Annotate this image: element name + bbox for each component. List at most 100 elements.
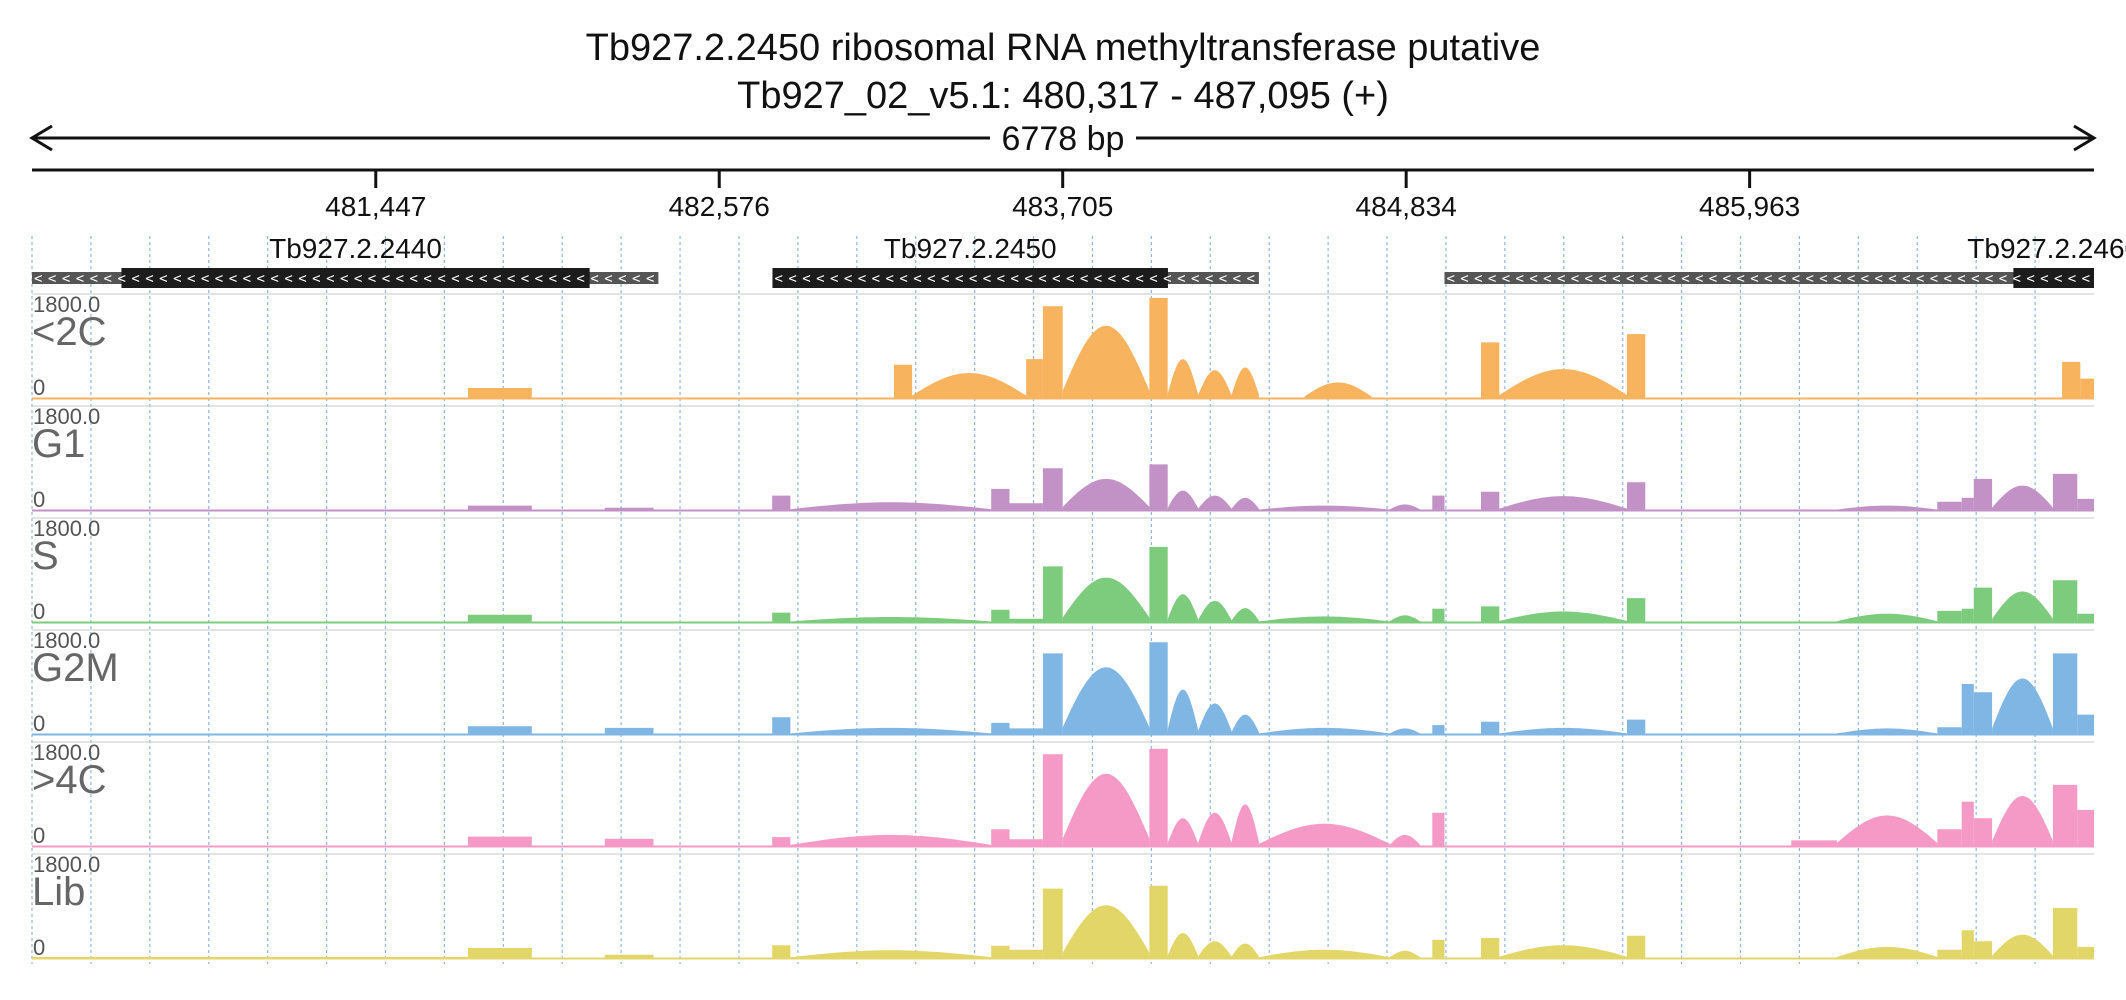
coverage-segment xyxy=(467,614,532,622)
coverage-segment xyxy=(467,948,532,958)
coverage-segment xyxy=(1432,939,1445,958)
coverage-segment xyxy=(2077,498,2094,510)
coverage-segment xyxy=(1167,359,1199,398)
coverage-segment xyxy=(2077,714,2094,734)
coverage-segment xyxy=(1432,608,1445,622)
track-min-label: 0 xyxy=(33,375,45,400)
chart-subtitle: Tb927_02_v5.1: 480,317 - 487,095 (+) xyxy=(737,75,1389,117)
coverage-segment xyxy=(1481,938,1500,958)
coverage-segment xyxy=(2052,653,2078,734)
coverage-segment xyxy=(772,495,791,510)
coverage-segment xyxy=(2077,613,2094,622)
coverage-segment xyxy=(1198,703,1232,734)
arrow-right-icon xyxy=(2073,124,2097,152)
coverage-segment xyxy=(772,717,791,734)
coverage-segment xyxy=(2052,473,2078,510)
gene-cds xyxy=(121,268,590,288)
coverage-tracks: 1800.0<2C01800.0G101800.0S01800.0G2M0180… xyxy=(32,292,2094,960)
coverage-segment xyxy=(1167,490,1199,510)
coverage-segment xyxy=(1231,804,1259,846)
gene-Tb927.2.2440[interactable]: < < < < < < < < < < < < < < < < < < < < … xyxy=(32,233,659,288)
coverage-segment xyxy=(1481,721,1500,734)
coverage-segment xyxy=(1149,298,1168,398)
strand-chevrons-icon: < < < < < < < < < < < < < < < < < < < < … xyxy=(1446,271,2090,287)
track-S: 1800.0S 0 xyxy=(32,516,2094,624)
coverage-segment xyxy=(1961,801,1974,846)
coverage-segment xyxy=(1389,615,1421,622)
coverage-segment xyxy=(991,488,1010,510)
span-label: 6778 bp xyxy=(1002,120,1125,158)
coverage-segment xyxy=(1499,945,1627,958)
coverage-segment xyxy=(1258,616,1390,622)
coverage-segment xyxy=(1961,608,1974,622)
coverage-segment xyxy=(604,838,654,846)
gene-Tb927.2.2450[interactable]: < < < < < < < < < < < < < < < < < < < < … xyxy=(772,233,1259,288)
coverage-segment xyxy=(1009,949,1043,958)
coverage-segment xyxy=(604,954,654,958)
gene-cds xyxy=(2013,268,2094,288)
coverage-segment xyxy=(2052,908,2078,958)
track-G1: 1800.0G1 0 xyxy=(32,404,2094,512)
track-max-label: 1800.0 xyxy=(33,516,100,541)
coverage-segment xyxy=(1627,719,1646,734)
coverage-segment xyxy=(991,945,1010,958)
coverage-segment xyxy=(1167,933,1199,958)
coverage-segment xyxy=(1231,367,1259,398)
coverage-segment xyxy=(1149,547,1168,622)
coverage-segment xyxy=(1992,934,2053,958)
coverage-segment xyxy=(1499,727,1627,734)
coverage-segment xyxy=(790,727,992,734)
coverage-segment xyxy=(1992,485,2053,510)
coverage-segment xyxy=(991,722,1010,734)
coverage-segment xyxy=(790,502,992,510)
coverage-segment xyxy=(1198,812,1232,846)
strand-chevrons-icon: < < < < < < < < < < < < < < < < < < < < … xyxy=(34,271,654,287)
track-name: <2C xyxy=(32,310,107,354)
track-max-label: 1800.0 xyxy=(33,404,100,429)
tick-label: 485,963 xyxy=(1699,191,1800,222)
coverage-segment xyxy=(1062,478,1150,510)
track-name: G1 xyxy=(32,422,85,466)
coverage-segment xyxy=(1627,334,1646,398)
coverage-segment xyxy=(1149,885,1168,958)
strand-chevrons-icon: < < < < < < < < < < < < < < < < < < < < … xyxy=(774,271,1254,287)
coverage-segment xyxy=(991,609,1010,622)
coverage-segment xyxy=(1992,591,2053,622)
coverage-segment xyxy=(1062,325,1150,398)
coverage-segment xyxy=(1009,503,1043,510)
grid xyxy=(31,236,2036,964)
coverage-segment xyxy=(1961,497,1974,510)
coverage-segment xyxy=(1992,678,2053,734)
track-max-label: 1800.0 xyxy=(33,740,100,765)
gene-Tb927.2.2460[interactable]: < < < < < < < < < < < < < < < < < < < < … xyxy=(1444,233,2126,288)
tick-label: 483,705 xyxy=(1012,191,1113,222)
track-min-label: 0 xyxy=(33,599,45,624)
coverage-segment xyxy=(1062,773,1150,846)
coverage-segment xyxy=(1062,577,1150,622)
coverage-segment xyxy=(1973,692,1993,734)
coverage-segment xyxy=(1836,728,1938,734)
coverage-segment xyxy=(1198,370,1232,398)
coverage-segment xyxy=(1149,642,1168,734)
tick-label: 482,576 xyxy=(669,191,770,222)
coverage-segment xyxy=(772,945,791,958)
track-max-label: 1800.0 xyxy=(33,852,100,877)
coverage-segment xyxy=(1481,342,1500,398)
coverage-segment xyxy=(1167,594,1199,622)
coverage-segment xyxy=(1389,950,1421,958)
coverage-segment xyxy=(893,364,913,398)
coverage-segment xyxy=(991,829,1010,846)
coverage-segment xyxy=(1042,754,1063,846)
coverage-segment xyxy=(1042,653,1063,734)
coverage-segment xyxy=(1432,812,1445,846)
coverage-segment xyxy=(1432,495,1445,510)
track-name: S xyxy=(32,534,59,578)
coverage-segment xyxy=(467,836,532,846)
coverage-segment xyxy=(1937,727,1962,734)
coverage-segment xyxy=(1062,667,1150,734)
tick-label: 481,447 xyxy=(325,191,426,222)
track-min-label: 0 xyxy=(33,711,45,736)
coverage-segment xyxy=(1432,725,1445,734)
